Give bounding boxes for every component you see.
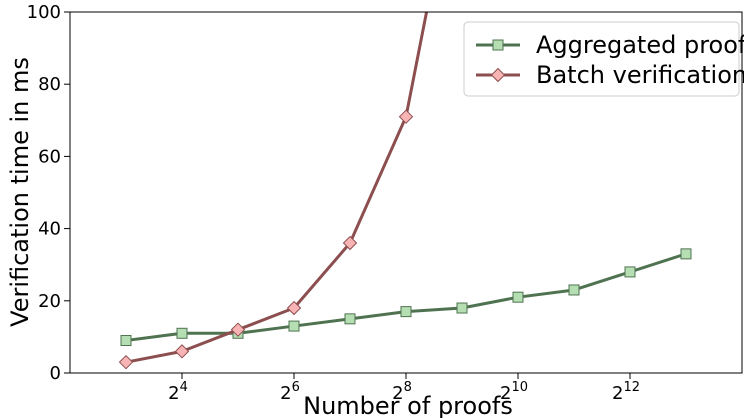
data-point — [568, 284, 580, 296]
x-tick-label: 28 — [392, 380, 412, 404]
x-axis: 24 26 28 210 212 — [168, 373, 640, 404]
data-point — [624, 266, 636, 278]
data-point — [344, 313, 356, 325]
data-point — [342, 235, 358, 251]
y-tick-label: 0 — [50, 363, 61, 384]
data-point — [288, 320, 300, 332]
series-aggregated-proof — [120, 248, 692, 347]
legend-marker — [492, 39, 504, 51]
legend-label: Aggregated proof — [536, 31, 744, 59]
x-tick-label: 212 — [612, 380, 640, 404]
series-line — [125, 252, 687, 342]
y-tick-label: 40 — [38, 219, 61, 240]
legend-marker — [490, 67, 506, 83]
y-tick-label: 100 — [27, 2, 61, 23]
x-tick-label: 26 — [280, 380, 300, 404]
data-point — [512, 291, 524, 303]
y-tick-label: 60 — [38, 146, 61, 167]
data-point — [120, 335, 132, 347]
legend-label: Batch verification — [536, 61, 744, 89]
x-tick-label: 210 — [500, 380, 528, 404]
series-batch-verification — [118, 12, 429, 370]
data-point — [118, 354, 134, 370]
data-point — [680, 248, 692, 260]
y-axis-title: Verification time in ms — [6, 57, 34, 327]
x-tick-label: 24 — [168, 380, 188, 404]
data-point — [286, 300, 302, 316]
x-axis-title: Number of proofs — [303, 392, 513, 418]
series-layer — [118, 12, 692, 370]
y-tick-label: 20 — [38, 291, 61, 312]
data-point — [400, 306, 412, 318]
y-axis: 0 20 40 60 80 100 — [27, 2, 70, 384]
data-point — [176, 327, 188, 339]
data-point — [456, 302, 468, 314]
y-tick-label: 80 — [38, 74, 61, 95]
data-point — [174, 344, 190, 359]
data-point — [230, 322, 246, 337]
data-point — [398, 109, 414, 124]
legend-box — [463, 21, 740, 97]
